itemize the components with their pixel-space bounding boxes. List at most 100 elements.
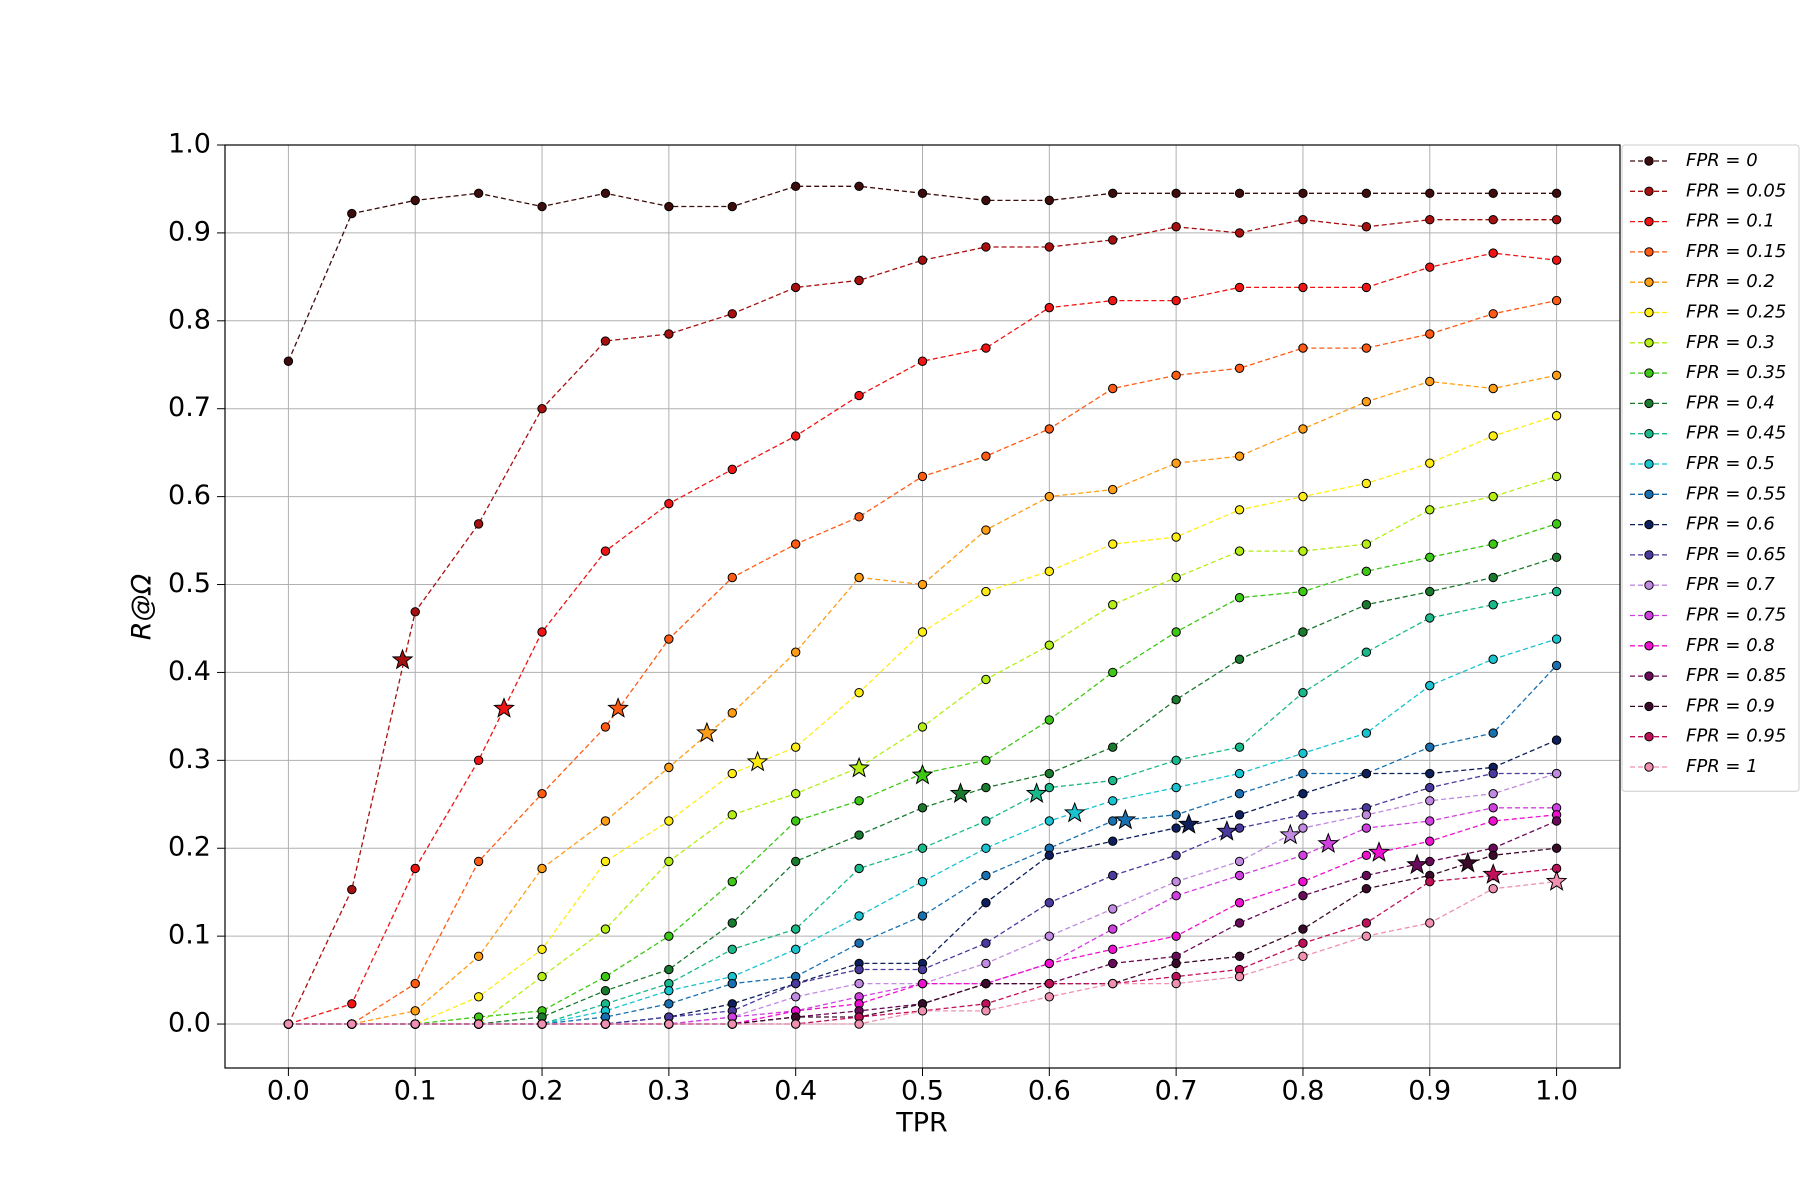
point <box>1108 924 1118 934</box>
y-tick-label: 1.0 <box>168 129 211 160</box>
point <box>1108 383 1118 394</box>
point <box>1234 593 1245 603</box>
point <box>1425 552 1435 562</box>
point <box>854 796 864 806</box>
point <box>1044 782 1055 793</box>
point <box>854 512 864 522</box>
legend-entry: FPR = 0.05 <box>1630 180 1786 201</box>
legend-marker <box>1644 641 1654 651</box>
legend-label: FPR = 0.35 <box>1686 362 1786 383</box>
star-marker <box>1456 851 1479 873</box>
point <box>1108 904 1118 914</box>
series-line <box>288 252 1557 1025</box>
y-tick-label: 0.8 <box>168 304 211 335</box>
point <box>790 1019 801 1029</box>
point <box>1551 660 1562 671</box>
point <box>1298 891 1308 901</box>
point <box>854 911 864 921</box>
point <box>473 951 484 962</box>
point <box>917 356 928 366</box>
point <box>1425 836 1435 846</box>
x-tick-label: 0.0 <box>267 1076 310 1107</box>
point <box>1361 539 1372 549</box>
point <box>1171 978 1181 989</box>
point <box>790 647 801 657</box>
point <box>537 404 547 414</box>
point <box>917 255 928 265</box>
y-tick-label: 0.4 <box>168 656 211 687</box>
point <box>1044 958 1055 969</box>
point <box>1551 586 1562 597</box>
point <box>981 195 991 206</box>
point <box>1171 782 1181 793</box>
point <box>1551 471 1562 482</box>
point <box>1361 647 1372 657</box>
legend-label: FPR = 0.05 <box>1686 180 1786 201</box>
star-marker <box>848 756 870 778</box>
point <box>981 674 991 685</box>
point <box>1488 248 1498 258</box>
point <box>1044 850 1055 860</box>
point <box>1044 566 1055 577</box>
point <box>1488 816 1498 826</box>
legend-label: FPR = 0.95 <box>1686 726 1786 747</box>
point <box>1488 491 1498 502</box>
point <box>854 863 864 874</box>
point <box>600 924 611 934</box>
point <box>600 546 611 556</box>
point <box>1108 600 1118 610</box>
point <box>1234 951 1245 962</box>
point <box>1298 491 1308 502</box>
star-marker <box>1279 823 1302 845</box>
point <box>727 464 737 475</box>
point <box>1361 768 1372 779</box>
legend-marker <box>1644 701 1654 712</box>
point <box>410 1019 420 1029</box>
point <box>1044 931 1055 941</box>
point <box>1108 836 1118 846</box>
legend-marker <box>1644 580 1654 590</box>
point <box>790 978 801 989</box>
point <box>1488 803 1498 813</box>
point <box>1361 850 1372 860</box>
point <box>600 856 611 867</box>
point <box>664 762 674 773</box>
legend-label: FPR = 0.85 <box>1686 665 1786 686</box>
point <box>1298 810 1308 820</box>
point <box>473 992 484 1002</box>
point <box>1234 768 1245 779</box>
star-marker <box>391 648 414 670</box>
point <box>1488 188 1498 199</box>
y-tick-label: 0.7 <box>168 392 211 423</box>
point <box>1234 870 1245 881</box>
point <box>1298 876 1308 887</box>
point <box>1171 370 1181 381</box>
series-line <box>287 219 1557 1025</box>
point <box>1108 742 1118 752</box>
point <box>1044 715 1055 725</box>
point <box>664 985 674 996</box>
point <box>1361 566 1372 577</box>
legend-marker <box>1644 338 1654 348</box>
point <box>1234 971 1245 982</box>
point <box>1298 627 1308 637</box>
point <box>727 201 737 212</box>
point <box>537 971 547 982</box>
point <box>1234 654 1245 664</box>
point <box>347 999 357 1009</box>
star-marker <box>1545 870 1568 891</box>
point <box>727 572 737 583</box>
point <box>1361 728 1372 738</box>
point <box>790 181 801 192</box>
point <box>1298 850 1308 860</box>
series-line <box>288 556 1557 1025</box>
point <box>1361 870 1372 881</box>
point <box>1551 188 1562 199</box>
legend-label: FPR = 0 <box>1686 150 1758 171</box>
star-marker <box>1114 808 1137 830</box>
point <box>1108 796 1118 806</box>
star-marker <box>1482 863 1505 884</box>
point <box>1234 789 1245 799</box>
point <box>1044 242 1055 252</box>
point <box>981 816 991 826</box>
